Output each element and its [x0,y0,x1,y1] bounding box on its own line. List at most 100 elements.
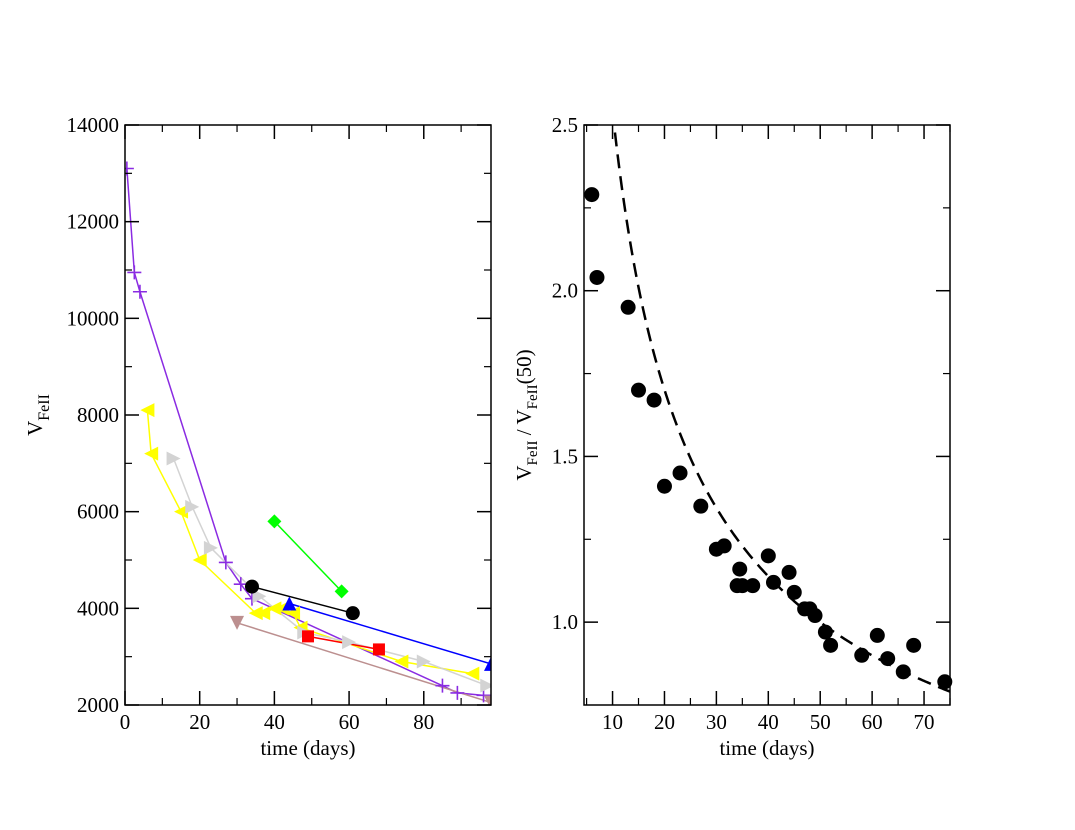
right-y-axis-label-sub2: FeII [525,384,541,409]
right-x-tick-label: 40 [758,710,779,734]
left-y-tick-label: 8000 [77,403,119,427]
data-point [854,647,870,663]
series-line-green [273,520,343,592]
data-point [693,498,709,514]
data-point [620,299,636,315]
left-y-tick-label: 4000 [77,596,119,620]
left-x-tick-label: 0 [120,710,131,734]
data-point [937,674,953,690]
data-point [906,637,922,653]
left-y-axis-label-main: V [23,421,47,436]
series-point-blue [484,656,491,671]
right-y-axis-label-tail: (50) [512,349,536,384]
data-point [716,538,732,554]
series-point-yellow [140,403,155,418]
series-point-green [334,584,349,599]
series-point-purple [127,265,142,280]
series-point-gray [166,451,181,466]
left-plot-frame [124,124,492,706]
left-y-axis-label-sub: FeII [36,394,53,421]
left-y-tick-label: 2000 [77,693,119,717]
right-points-group [584,187,953,690]
left-x-tick-label: 60 [339,710,360,734]
data-point [656,478,672,494]
right-y-axis-label-v1: V [512,465,536,480]
right-y-tick-label: 1.0 [552,610,578,634]
left-ticks-group: 0 20 40 60 80 2000 4000 6000 8000 10000 12000 14000 [67,113,491,734]
series-point-yellow [144,446,159,461]
right-panel: 10 20 30 40 50 60 70 1.0 1.5 2.0 2.5 time (days) V… [512,113,953,760]
right-fit-group [612,125,950,693]
data-point [589,269,605,285]
series-point-purple [218,555,233,570]
series-point-green [267,514,282,529]
data-point [880,651,896,667]
right-plot-frame [583,124,951,706]
data-point [732,561,748,577]
right-ticks-group: 10 20 30 40 50 60 70 1.0 1.5 2.0 2.5 [552,113,951,734]
data-point [869,627,885,643]
series-point-purple [435,678,450,693]
series-line-gray [172,458,488,687]
series-line-blue [289,602,491,665]
data-point [760,548,776,564]
series-line-brown [236,622,491,704]
data-point [646,392,662,408]
left-y-tick-label: 10000 [67,306,120,330]
series-point-gray [252,589,267,604]
series-point-purple [450,685,465,700]
series-point-yellow [394,654,409,669]
right-x-tick-label: 70 [914,710,935,734]
data-point [734,578,750,594]
series-point-gray [416,654,431,669]
series-point-black [345,606,360,621]
data-point [631,382,647,398]
left-y-tick-label: 12000 [67,210,120,234]
left-y-tick-label: 6000 [77,500,119,524]
data-point [786,584,802,600]
right-y-tick-label: 1.5 [552,444,578,468]
series-line-purple [126,168,484,697]
series-point-purple [132,284,147,299]
data-point [823,637,839,653]
series-point-yellow [192,553,207,567]
left-series-group [125,161,491,705]
series-point-black [244,579,259,594]
series-point-gray [203,540,218,555]
data-point [817,624,833,640]
data-point [781,564,797,580]
data-point [765,574,781,590]
series-point-yellow [174,504,189,519]
left-x-tick-label: 20 [189,710,210,734]
data-point [745,578,761,594]
right-y-axis-label-v2: / V [512,409,536,440]
left-panel: 0 20 40 60 80 2000 4000 6000 8000 10000 12000 14000… [23,113,492,760]
left-y-axis-label: VFeII [23,394,53,436]
data-point [672,465,688,481]
fit-curve [612,125,950,693]
series-point-gray [185,499,200,514]
left-x-axis-label: time (days) [260,736,355,760]
right-y-tick-label: 2.5 [552,113,578,137]
series-point-red [302,630,314,643]
right-y-axis-label: VFeII / VFeII(50) [512,349,541,480]
right-y-axis-label-sub1: FeII [525,440,541,465]
right-x-tick-label: 10 [602,710,623,734]
series-point-gray [480,678,491,693]
series-point-yellow [267,601,282,616]
series-point-red [372,643,385,656]
left-x-tick-label: 40 [264,710,285,734]
right-x-tick-label: 30 [706,710,727,734]
right-x-tick-label: 50 [810,710,831,734]
left-y-tick-label: 14000 [67,113,120,137]
right-x-axis-label: time (days) [719,736,814,760]
right-x-tick-label: 60 [862,710,883,734]
series-point-yellow [256,606,271,621]
series-point-brown [230,615,245,630]
series-line-black [251,585,354,614]
left-x-tick-label: 80 [413,710,434,734]
right-y-tick-label: 2.0 [552,279,578,303]
series-point-yellow [465,666,480,681]
series-point-yellow [248,606,263,621]
